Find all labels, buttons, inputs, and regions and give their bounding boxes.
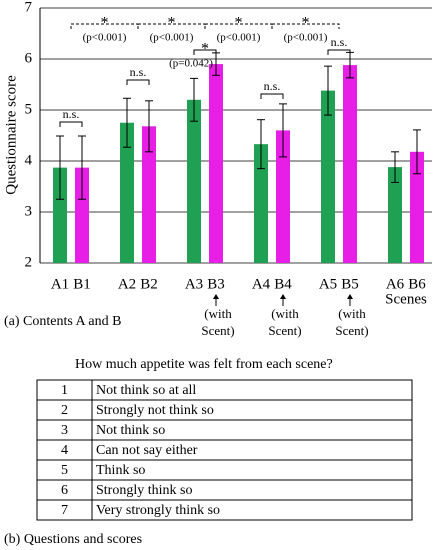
x-tick-label: B1 [73, 276, 91, 292]
bar [254, 144, 268, 263]
table-cell: 1 [61, 383, 68, 398]
x-tick-label: A5 [319, 276, 337, 292]
table-cell: 5 [61, 463, 68, 478]
scent-label: Scent) [268, 323, 301, 338]
x-tick-label: B2 [140, 276, 158, 292]
table-cell: Can not say either [96, 443, 198, 458]
bracket [327, 49, 351, 55]
table-border [36, 379, 413, 521]
arrow-head [213, 294, 219, 299]
annotation: * [101, 15, 109, 32]
annotation: n.s. [130, 65, 147, 79]
x-tick-label: A3 [185, 276, 203, 292]
bar [187, 99, 201, 263]
error-bar [56, 135, 64, 200]
table-cell: Not think so at all [96, 383, 196, 398]
annotation-note: (p<0.001) [83, 32, 127, 44]
scent-label: Scent) [201, 323, 234, 338]
bar [53, 167, 67, 263]
bar [120, 122, 134, 263]
scent-label: (with [204, 306, 232, 321]
annotation-note: (p=0.042) [169, 58, 213, 70]
table-cell: Strongly not think so [96, 403, 214, 418]
table-cell: 2 [61, 403, 68, 418]
annotation: * [302, 15, 310, 32]
error-bar [279, 103, 287, 158]
y-tick-label: 7 [25, 0, 33, 15]
x-tick-label: A4 [252, 276, 271, 292]
error-bar [391, 151, 399, 183]
bracket [126, 79, 150, 85]
arrow-head [280, 294, 286, 299]
error-bar [145, 100, 153, 153]
x-tick-label: B6 [408, 276, 426, 292]
error-bar [413, 129, 421, 175]
bracket [260, 93, 284, 99]
table-cell: Think so [96, 463, 145, 478]
bracket [204, 23, 273, 29]
chart-caption: (a) Contents A and B [4, 314, 121, 329]
error-bar [78, 135, 86, 200]
table-cell: 6 [61, 483, 68, 498]
annotation: * [201, 41, 209, 58]
annotation-note: (p<0.001) [150, 32, 194, 44]
y-tick-label: 4 [25, 152, 33, 168]
bar [142, 126, 156, 263]
scent-label: (with [338, 306, 366, 321]
annotation: n.s. [264, 79, 281, 93]
error-bar [123, 97, 131, 148]
y-axis-label: Questionnaire score [3, 75, 19, 195]
x-tick-label: B4 [274, 276, 292, 292]
scent-label: (with [271, 306, 299, 321]
bar [388, 167, 402, 263]
table-cell: 4 [61, 443, 68, 458]
table-cell: Strongly think so [96, 483, 192, 498]
x-tick-label: B5 [341, 276, 359, 292]
x-axis-label: Scenes [385, 291, 427, 307]
error-bar [257, 119, 265, 170]
bar [321, 90, 335, 264]
table-cell: Very strongly think so [96, 503, 220, 518]
bracket [70, 23, 139, 29]
x-tick-label: A6 [386, 276, 405, 292]
annotation: n.s. [63, 107, 80, 121]
question: How much appetite was felt from each sce… [75, 357, 333, 372]
table-cell: Not think so [96, 423, 165, 438]
bar [343, 65, 357, 264]
error-bar [190, 77, 198, 122]
annotation-note: (p<0.001) [217, 32, 261, 44]
y-tick-label: 5 [25, 101, 33, 117]
annotation: n.s. [331, 35, 348, 49]
y-tick-label: 3 [25, 203, 33, 219]
annotation: * [235, 15, 243, 32]
bracket [137, 23, 206, 29]
error-bar [324, 65, 332, 116]
arrow-head [347, 294, 353, 299]
bar [209, 64, 223, 263]
bar [276, 130, 290, 263]
bracket [59, 121, 83, 127]
scent-label: Scent) [335, 323, 368, 338]
y-tick-label: 2 [25, 254, 33, 270]
table-caption: (b) Questions and scores [4, 532, 142, 547]
table-cell: 7 [61, 503, 68, 518]
x-tick-label: A2 [118, 276, 136, 292]
annotation: * [168, 15, 176, 32]
bracket [271, 23, 340, 29]
x-tick-label: A1 [51, 276, 69, 292]
bar [75, 167, 89, 263]
bracket [193, 49, 217, 55]
table-cell: 3 [61, 423, 68, 438]
x-tick-label: B3 [207, 276, 225, 292]
annotation-note: (p<0.001) [284, 32, 328, 44]
y-tick-label: 6 [25, 50, 33, 66]
bar [410, 151, 424, 263]
